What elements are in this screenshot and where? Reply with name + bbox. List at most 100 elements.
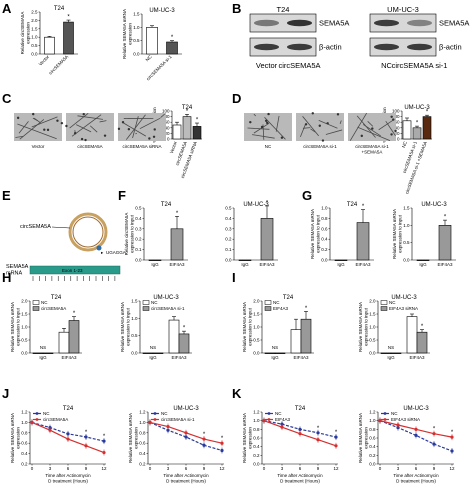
bar <box>44 36 55 55</box>
significance-mark: * <box>421 324 424 330</box>
y-tick-label: 0.4 <box>321 237 328 242</box>
y-tick-label: 0.0 <box>31 52 38 57</box>
y-tick-label: 0.2 <box>139 462 146 467</box>
significance-mark: * <box>416 121 419 127</box>
chart-title: UM-UC-3 <box>404 105 430 111</box>
legend-marker <box>153 412 157 415</box>
bar <box>274 352 286 354</box>
tube-segment <box>77 115 104 120</box>
circrna-ring <box>68 212 108 252</box>
chart-title: T24 <box>283 295 294 301</box>
data-point <box>316 438 320 442</box>
panel-letter-h: H <box>2 270 11 285</box>
x-tick-label: IgG <box>271 355 279 360</box>
y-tick-label: 0.2 <box>135 237 142 242</box>
panel-letter-i: I <box>232 270 236 285</box>
y-tick-label: 0.6 <box>369 436 376 441</box>
y-tick-label: 0 <box>167 137 170 142</box>
micrographs-d: NC circSEMA5A si-1 circSEMA5A si-1 +SEMA5A <box>244 112 397 155</box>
tube-segment <box>31 116 58 128</box>
data-point <box>414 433 418 437</box>
blot-b1: T24 SEMA5A β-actin Vector circSEMA5A <box>249 5 349 70</box>
bar <box>192 126 202 140</box>
significance-mark: * <box>362 204 365 210</box>
bar <box>422 116 432 140</box>
y-tick-label: 20 <box>164 131 170 136</box>
chart-i1: 0.0 0.5 1.0 1.5 2.0 T24 Relative SEMA5A mRNAex… <box>242 295 314 360</box>
data-point <box>298 427 302 431</box>
circrna-ring-inner <box>72 216 104 248</box>
cell-cluster <box>249 120 252 124</box>
bar <box>416 259 430 261</box>
x-tick-label: 12 <box>449 466 455 471</box>
y-tick-label: 1.0 <box>31 35 38 40</box>
tube-segment <box>367 121 374 127</box>
y-tick-label: 0.6 <box>21 441 28 446</box>
bar <box>58 331 70 354</box>
bar <box>260 218 274 261</box>
y-tick-label: 0.2 <box>225 237 232 242</box>
bar <box>182 116 192 140</box>
y-tick-label: 0.4 <box>135 216 142 221</box>
x-tick-label: EIF4A3 <box>437 262 453 267</box>
motif-label: UGAGGA <box>106 250 126 255</box>
chart-title: T24 <box>295 406 306 412</box>
y-axis-label: Relative SEMA5A mRNAexpression <box>242 413 253 463</box>
cell-cluster <box>32 112 35 116</box>
cell-cluster <box>121 120 125 124</box>
bar <box>166 41 178 55</box>
blot-membrane <box>249 13 317 33</box>
cell-cluster <box>260 125 264 129</box>
significance-mark: * <box>305 306 308 312</box>
chart-g2: 0.0 0.5 1.0 1.5 UM-UC-3 Relative SEMA5A mRNAe… <box>392 202 456 267</box>
cell-cluster <box>280 136 284 139</box>
bar <box>172 124 182 140</box>
blot-lane-label: circSEMA5A si-1 <box>392 61 448 70</box>
legend-swatch <box>142 306 150 311</box>
legend-label: circSEMA5A <box>41 306 66 311</box>
micrograph-bg <box>244 113 292 141</box>
x-tick-label: 0 <box>149 466 152 471</box>
bar <box>168 319 180 354</box>
legend-label: NC <box>389 300 396 305</box>
chart-g1: 0.0 0.2 0.4 0.6 0.8 1.0 T24 Relative SEMA5A mRN… <box>310 202 374 267</box>
data-point <box>378 419 382 423</box>
significance-mark: * <box>183 326 186 332</box>
chart-h1: 0.0 0.5 1.0 1.5 2.0 T24 Relative SEMA5A mRNAex… <box>10 295 82 360</box>
significance-mark: * <box>176 211 179 217</box>
mrna-label: SEMA5A mRNA <box>6 264 30 277</box>
tube-segment <box>18 121 29 134</box>
cell-cluster <box>318 124 321 127</box>
circrna-label: circSEMA5A <box>20 224 51 230</box>
tube-segment <box>356 115 376 138</box>
tube-segment <box>378 119 395 131</box>
y-tick-label: 0.4 <box>139 451 146 456</box>
chart-title: UM-UC-3 <box>421 202 447 208</box>
blot-membrane <box>369 37 437 57</box>
chart-k2: 0.0 0.2 0.4 0.6 0.8 1.0 1.2 UM-UC-3 Relative SEM… <box>358 406 455 484</box>
cell-cluster <box>394 129 397 133</box>
y-tick-label: 0.8 <box>253 427 260 432</box>
legend-label: NC <box>151 300 158 305</box>
significance-mark: * <box>444 215 447 221</box>
y-tick-label: 2.0 <box>21 299 28 304</box>
blot-row-label: β-actin <box>319 43 342 52</box>
cell-cluster <box>127 127 131 131</box>
y-tick-label: 0.0 <box>253 462 260 467</box>
bar <box>380 352 392 354</box>
significance-mark: * <box>203 432 206 438</box>
chart-j2: 0.2 0.4 0.6 0.8 1.0 1.2 UM-UC-3 Relative SEMA5A… <box>128 406 225 484</box>
panel-letter-d: D <box>232 91 241 106</box>
motif-arrow: ▸ <box>101 250 104 255</box>
y-tick-label: 1.0 <box>369 418 376 423</box>
blot-membrane <box>369 13 437 33</box>
legend-swatch <box>32 306 40 311</box>
chart-title: T24 <box>347 202 358 208</box>
y-axis-label: Relative SEMA5A mRNAexpression <box>122 9 133 59</box>
ns-label: NS <box>150 345 156 350</box>
bar <box>264 352 276 354</box>
x-tick-label: 12 <box>101 466 107 471</box>
data-point <box>166 428 170 432</box>
y-tick-label: 0.5 <box>21 338 28 343</box>
cell-cluster <box>304 123 308 126</box>
